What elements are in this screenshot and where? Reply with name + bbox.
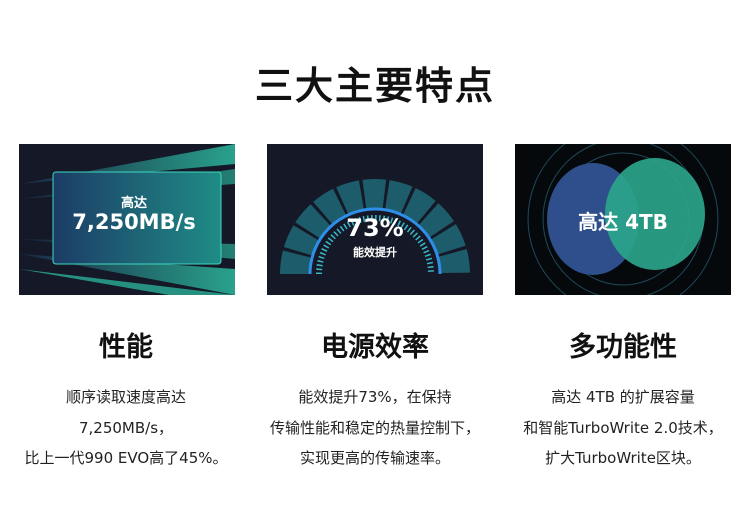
feature-text: 和智能TurboWrite 2.0技术， [523, 418, 723, 437]
light-streaks [19, 144, 235, 295]
speed-image-value: 7,250MB/s [72, 210, 196, 234]
feature-text: 能效提升73%，在保持 [298, 388, 452, 406]
feature-text: 比上一代990 EVO高了45%。 [24, 449, 228, 467]
feature-text: 实现更高的传输速率。 [299, 449, 450, 467]
efficiency-label: 能效提升 [353, 246, 397, 259]
page-title: 三大主要特点 [254, 64, 495, 108]
feature-text: 顺序读取速度高达 [65, 388, 186, 406]
feature-heading: 性能 [99, 332, 153, 363]
capacity-label: 高达 4TB [578, 210, 668, 234]
feature-heading: 多功能性 [569, 332, 677, 363]
feature-text: 传输性能和稳定的热量控制下， [269, 418, 480, 437]
capacity-image: 高达 4TB [515, 144, 731, 295]
feature-text: 7,250MB/s， [78, 418, 174, 437]
feature-heading: 电源效率 [321, 332, 429, 363]
speed-image: 高达 7,250MB/s [19, 144, 235, 295]
efficiency-image: 73% 能效提升 [267, 144, 483, 295]
feature-text: 扩大TurboWrite区块。 [545, 449, 701, 467]
gauge [280, 179, 470, 275]
feature-performance: 性能 顺序读取速度高达 7,250MB/s， 比上一代990 EVO高了45%。 [1, 328, 251, 474]
feature-versatility: 多功能性 高达 4TB 的扩展容量和智能TurboWrite 2.0技术， 扩大T… [498, 328, 748, 474]
infinity-shape [527, 144, 719, 295]
efficiency-value: 73% [346, 214, 404, 242]
feature-power-efficiency: 电源效率 能效提升73%，在保持传输性能和稳定的热量控制下， 实现更高的传输速率。 [250, 328, 500, 474]
speed-image-line1: 高达 [120, 196, 147, 211]
feature-text: 高达 4TB 的扩展容量 [551, 388, 695, 406]
